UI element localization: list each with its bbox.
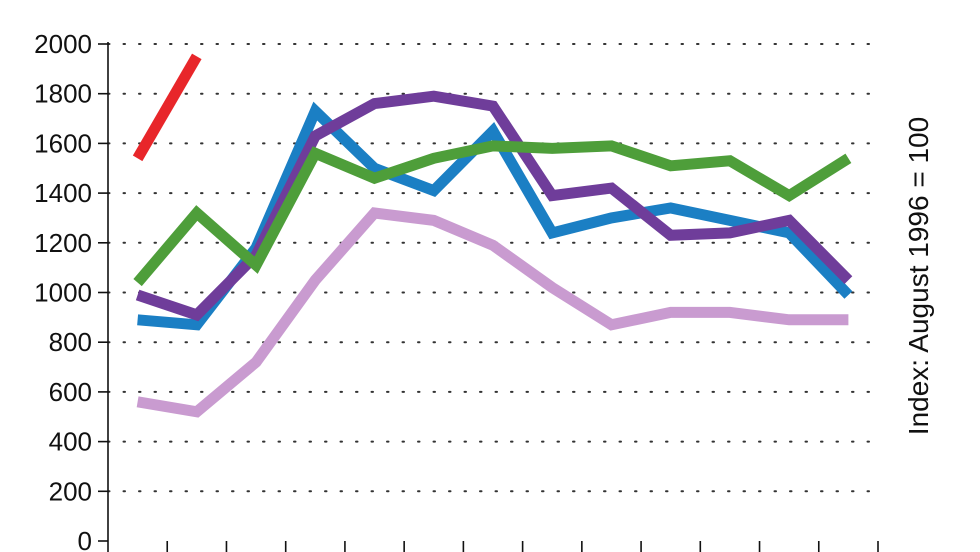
series-line-1 bbox=[132, 53, 202, 162]
y-tick-label: 1400 bbox=[34, 178, 92, 208]
y-axis: 0 200 400 600 800 1000 1200 1400 1600 1800 2000 bbox=[34, 29, 109, 552]
y-tick-label: 600 bbox=[49, 377, 92, 407]
series-line-2 bbox=[136, 207, 849, 418]
y-tick-label: 2000 bbox=[34, 29, 92, 59]
series-lines bbox=[132, 53, 853, 418]
y-tick-label: 200 bbox=[49, 476, 92, 506]
series-line-5 bbox=[133, 140, 852, 287]
y-tick-label: 0 bbox=[78, 526, 92, 552]
y-axis-label: Index: August 1996 = 100 bbox=[903, 117, 934, 435]
y-tick-label: 800 bbox=[49, 327, 92, 357]
y-tick-label: 1200 bbox=[34, 228, 92, 258]
y-tick-label: 1600 bbox=[34, 128, 92, 158]
y-tick-label: 1800 bbox=[34, 79, 92, 109]
y-tick-label: 400 bbox=[49, 427, 92, 457]
x-axis bbox=[166, 541, 879, 552]
y-tick-label: 1000 bbox=[34, 278, 92, 308]
